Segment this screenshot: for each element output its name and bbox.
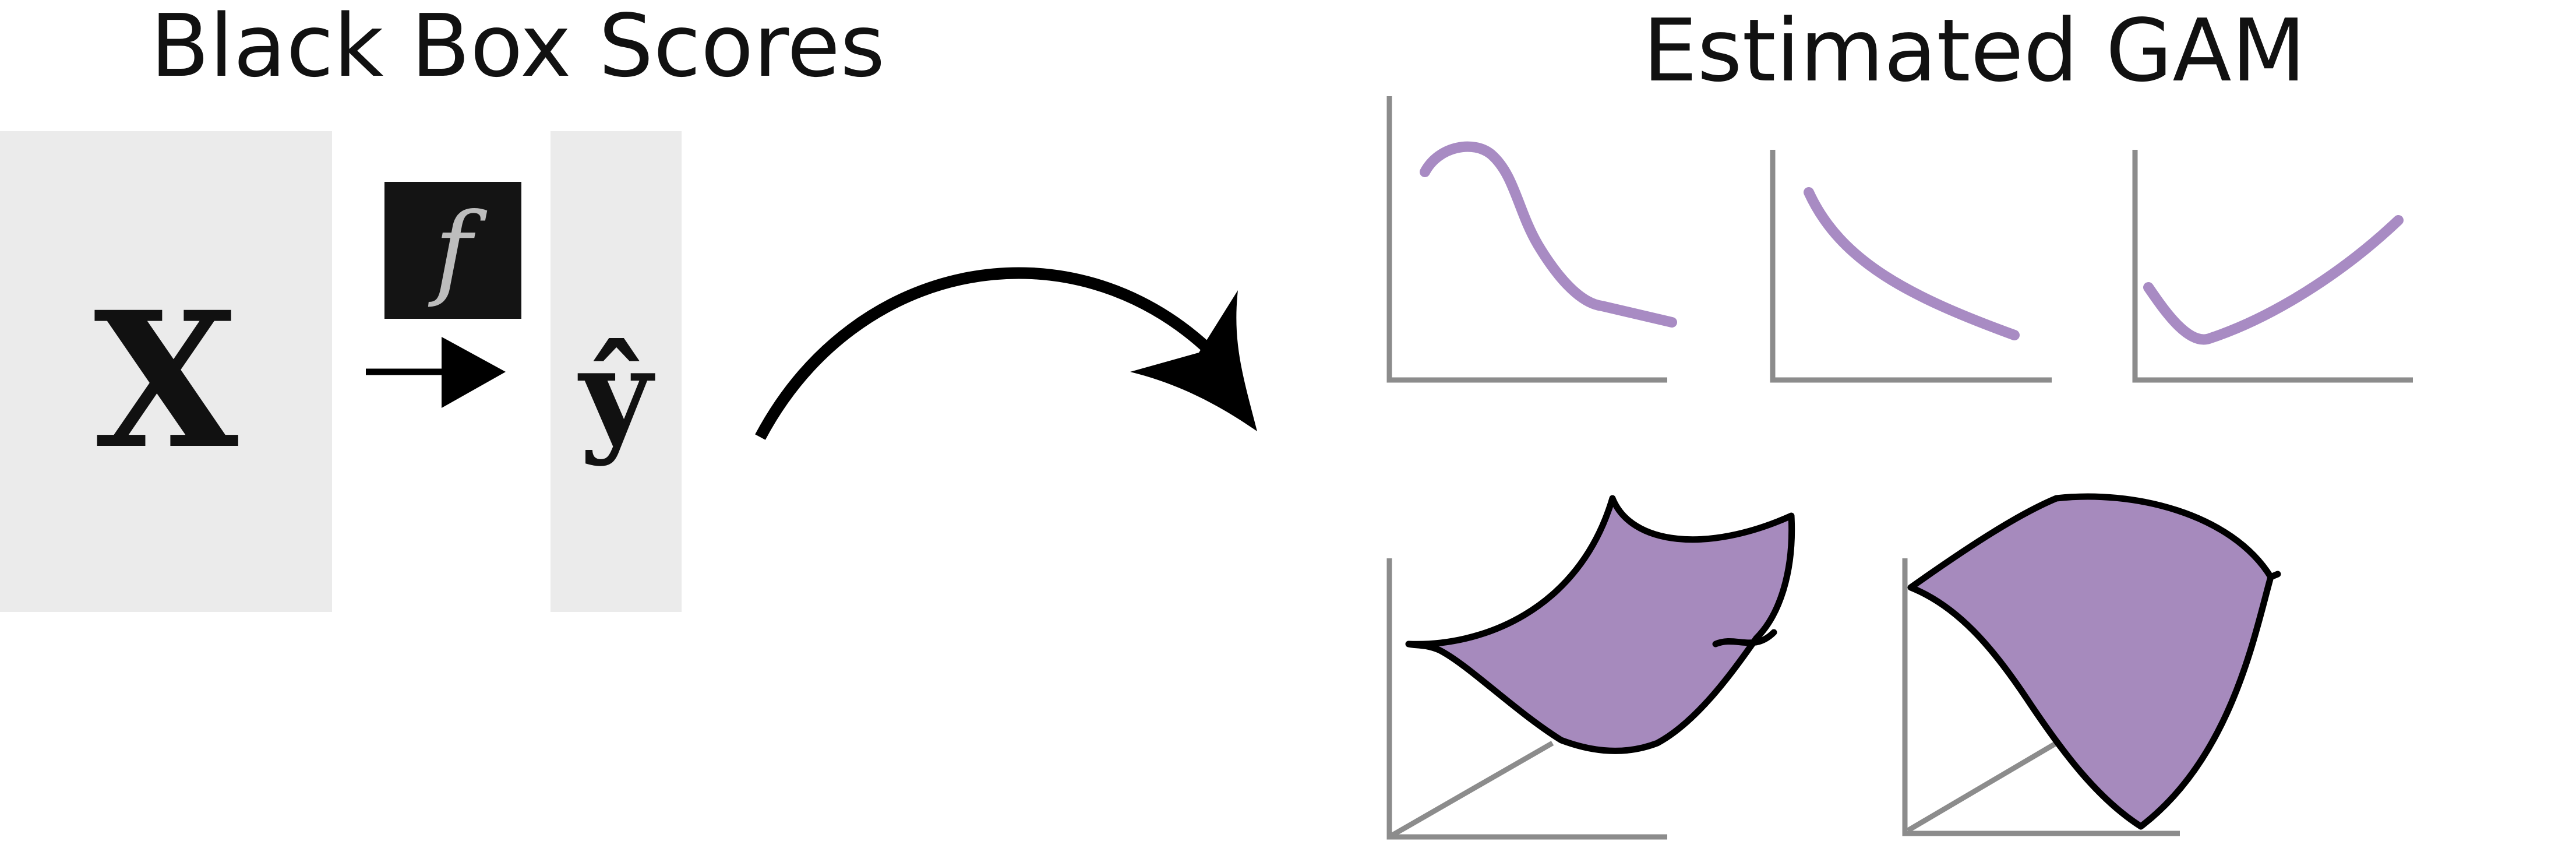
- shape-plot-1: [1386, 96, 1677, 383]
- surface-2-fill: [1907, 493, 2274, 830]
- surface-2-edge: [2267, 571, 2281, 580]
- black-box-scores-title: Black Box Scores: [150, 0, 885, 96]
- predict-arrow: [366, 337, 506, 408]
- output-scores-symbol: ŷ: [578, 321, 656, 468]
- output-scores-panel: ŷ: [551, 131, 682, 612]
- estimated-gam-title: Estimated GAM: [1643, 1, 2306, 101]
- interaction-surface-1: [1386, 495, 1795, 840]
- surface-1-fill: [1405, 495, 1795, 754]
- shape-curve-2: [1804, 187, 2020, 340]
- shape-curve-3: [2143, 215, 2404, 345]
- input-matrix-panel: X: [0, 131, 332, 612]
- shape-curve-1: [1420, 141, 1677, 328]
- surface-1-edge: [1712, 629, 1777, 648]
- transform-arrow: [755, 267, 1257, 440]
- shape-plot-2: [1770, 150, 2052, 383]
- input-matrix-symbol: X: [94, 272, 239, 490]
- shape-plot-3: [2132, 150, 2413, 383]
- interaction-surface-2: [1902, 493, 2281, 836]
- black-box-model: f: [384, 182, 521, 319]
